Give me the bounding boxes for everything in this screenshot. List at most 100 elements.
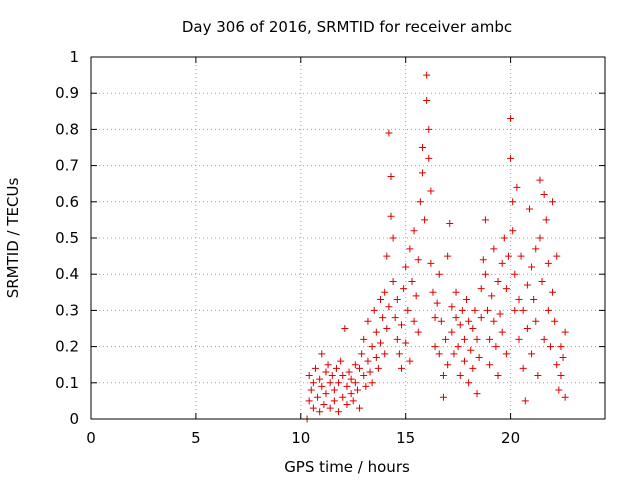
data-point: [356, 404, 364, 412]
data-point: [479, 256, 487, 264]
data-point: [316, 408, 324, 416]
data-point: [377, 339, 385, 347]
data-point: [475, 353, 483, 361]
data-point: [364, 357, 372, 365]
data-point: [370, 306, 378, 314]
x-tick-label: 10: [291, 429, 310, 447]
data-point: [458, 306, 466, 314]
data-point: [309, 404, 317, 412]
data-point: [362, 382, 370, 390]
data-point: [549, 198, 557, 206]
data-point: [450, 350, 458, 358]
data-point: [343, 382, 351, 390]
data-point: [435, 270, 443, 278]
data-point: [513, 183, 521, 191]
data-point: [330, 386, 338, 394]
data-point: [316, 375, 324, 383]
data-point: [351, 361, 359, 369]
data-point: [500, 234, 508, 242]
data-point: [427, 187, 435, 195]
data-point: [311, 364, 319, 372]
data-point: [515, 296, 523, 304]
data-point: [433, 299, 441, 307]
data-point: [486, 335, 494, 343]
x-tick-label: 5: [191, 429, 201, 447]
axis-ticks: 00.10.20.30.40.50.60.70.80.910 5 10 15 20: [55, 48, 605, 447]
data-point: [397, 321, 405, 329]
data-point: [553, 361, 561, 369]
data-point: [351, 379, 359, 387]
data-point: [305, 397, 313, 405]
data-point: [389, 234, 397, 242]
data-point: [439, 372, 447, 380]
data-point: [544, 259, 552, 267]
data-point: [469, 364, 477, 372]
data-point: [496, 310, 504, 318]
data-point: [484, 306, 492, 314]
data-point: [423, 96, 431, 104]
data-point: [393, 335, 401, 343]
data-point: [504, 252, 512, 260]
data-point: [360, 372, 368, 380]
data-point: [486, 361, 494, 369]
y-tick-label: 0.1: [55, 374, 79, 392]
data-point: [358, 350, 366, 358]
data-point: [387, 212, 395, 220]
data-point: [389, 277, 397, 285]
data-point: [454, 343, 462, 351]
data-point: [305, 372, 313, 380]
data-point: [395, 350, 403, 358]
data-point: [530, 296, 538, 304]
data-point: [332, 364, 340, 372]
data-point: [421, 216, 429, 224]
data-point: [538, 277, 546, 285]
data-point: [492, 343, 500, 351]
data-point: [322, 368, 330, 376]
data-point: [467, 346, 475, 354]
data-point: [507, 154, 515, 162]
data-point: [377, 296, 385, 304]
data-point: [481, 270, 489, 278]
data-point: [561, 393, 569, 401]
data-point: [360, 335, 368, 343]
x-axis-label: GPS time / hours: [284, 458, 410, 476]
y-tick-label: 0.2: [55, 338, 79, 356]
data-point: [511, 306, 519, 314]
x-tick-label: 0: [86, 429, 96, 447]
data-point: [322, 390, 330, 398]
data-point: [414, 256, 422, 264]
data-point: [335, 408, 343, 416]
data-point: [549, 288, 557, 296]
data-point: [532, 245, 540, 253]
data-point: [546, 343, 554, 351]
data-point: [540, 335, 548, 343]
y-tick-label: 0.4: [55, 265, 79, 283]
data-point: [471, 306, 479, 314]
data-point: [519, 306, 527, 314]
data-point: [347, 390, 355, 398]
data-point: [402, 263, 410, 271]
data-point: [473, 335, 481, 343]
data-point: [326, 404, 334, 412]
data-point: [393, 296, 401, 304]
data-point: [349, 397, 357, 405]
data-point: [481, 216, 489, 224]
data-point: [536, 176, 544, 184]
data-point: [555, 386, 563, 394]
data-point: [551, 317, 559, 325]
data-point: [509, 227, 517, 235]
data-point: [414, 328, 422, 336]
data-point: [553, 252, 561, 260]
data-point: [372, 328, 380, 336]
data-point: [439, 393, 447, 401]
data-point: [425, 125, 433, 133]
data-point: [488, 292, 496, 300]
y-tick-label: 0.8: [55, 120, 79, 138]
data-point: [307, 386, 315, 394]
data-point: [540, 191, 548, 199]
data-point: [502, 285, 510, 293]
data-point: [320, 401, 328, 409]
data-point: [402, 339, 410, 347]
data-point: [326, 379, 334, 387]
data-point: [425, 154, 433, 162]
